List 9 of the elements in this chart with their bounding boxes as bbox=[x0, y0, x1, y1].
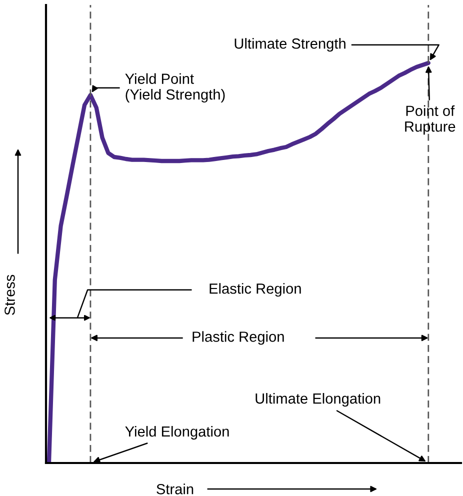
text: Ultimate Strength bbox=[234, 38, 346, 52]
y-axis-title: Stress bbox=[4, 274, 15, 315]
annotation: Yield Elongation bbox=[125, 426, 229, 440]
annotation: Ultimate Elongation bbox=[256, 393, 380, 407]
annotation: Elastic Region bbox=[210, 283, 301, 297]
annotation: Yield Point (Yield Strength) bbox=[125, 73, 225, 103]
x-axis-title: Strain bbox=[156, 484, 194, 494]
annotation: Plastic Region bbox=[192, 331, 284, 345]
annotation: Point of Rupture bbox=[405, 105, 456, 135]
